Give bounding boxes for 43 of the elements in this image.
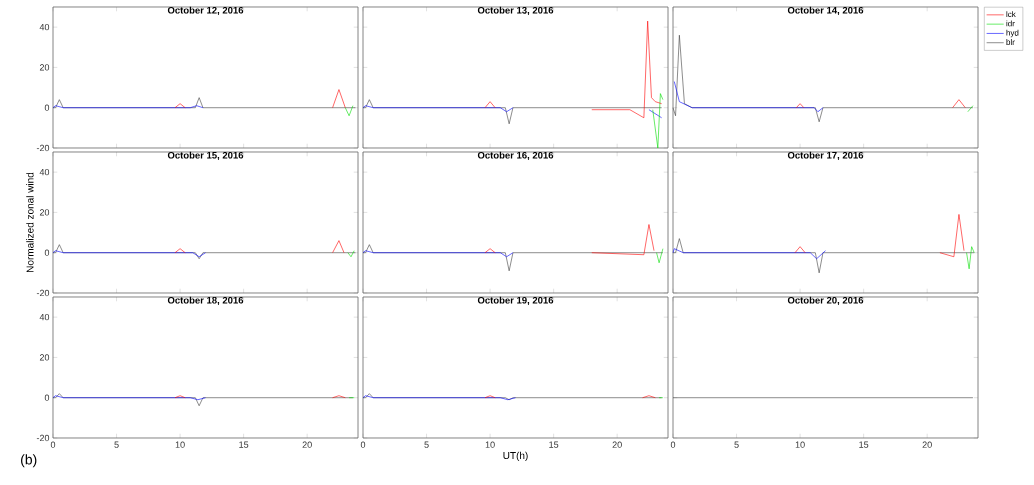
legend-label: idr bbox=[1006, 20, 1015, 27]
x-tick-label: 5 bbox=[734, 441, 739, 448]
y-tick-label: 0 bbox=[44, 104, 50, 111]
y-tick-label: 40 bbox=[39, 23, 50, 31]
y-tick-label: 40 bbox=[39, 168, 50, 176]
x-tick-label: 10 bbox=[485, 441, 495, 448]
y-tick-label: -20 bbox=[36, 434, 50, 442]
legend-label: hyd bbox=[1006, 29, 1019, 38]
x-tick-label: 0 bbox=[50, 441, 56, 448]
chart-title: October 18, 2016 bbox=[167, 296, 244, 305]
x-tick-label: 15 bbox=[859, 441, 869, 448]
chart-title: October 15, 2016 bbox=[167, 151, 244, 160]
y-tick-label: 0 bbox=[44, 394, 50, 401]
x-tick-label: 15 bbox=[549, 441, 559, 448]
chart-title: October 12, 2016 bbox=[167, 6, 244, 15]
x-tick-label: 10 bbox=[175, 441, 185, 448]
chart-title: October 17, 2016 bbox=[787, 151, 864, 160]
y-tick-label: -20 bbox=[36, 144, 50, 152]
y-tick-label: 20 bbox=[39, 209, 50, 216]
chart-title: October 19, 2016 bbox=[477, 296, 554, 305]
x-tick-label: 20 bbox=[922, 441, 932, 448]
x-tick-label: 20 bbox=[302, 441, 312, 448]
y-tick-label: 20 bbox=[39, 64, 50, 71]
y-tick-label: 20 bbox=[39, 354, 50, 361]
x-tick-label: 5 bbox=[114, 441, 119, 448]
chart-title: October 16, 2016 bbox=[477, 151, 554, 160]
chart-title: October 20, 2016 bbox=[787, 296, 864, 306]
x-tick-label: 0 bbox=[360, 441, 366, 448]
y-tick-label: -20 bbox=[36, 289, 50, 297]
legend-label: lck bbox=[1006, 11, 1016, 18]
x-tick-label: 10 bbox=[795, 441, 805, 448]
chart-title: October 13, 2016 bbox=[477, 6, 554, 15]
y-axis-title: Normalized zonal wind bbox=[26, 172, 34, 272]
legend-label: blr bbox=[1006, 39, 1015, 45]
x-tick-label: 5 bbox=[424, 441, 429, 448]
x-tick-label: 0 bbox=[670, 441, 676, 448]
y-tick-label: 0 bbox=[44, 249, 50, 256]
y-tick-label: 40 bbox=[39, 313, 50, 321]
x-tick-label: 15 bbox=[239, 441, 249, 448]
chart-title: October 14, 2016 bbox=[787, 6, 864, 15]
text: (b) bbox=[21, 454, 37, 468]
x-axis-title: UT(h) bbox=[503, 451, 528, 462]
x-tick-label: 20 bbox=[612, 441, 622, 448]
